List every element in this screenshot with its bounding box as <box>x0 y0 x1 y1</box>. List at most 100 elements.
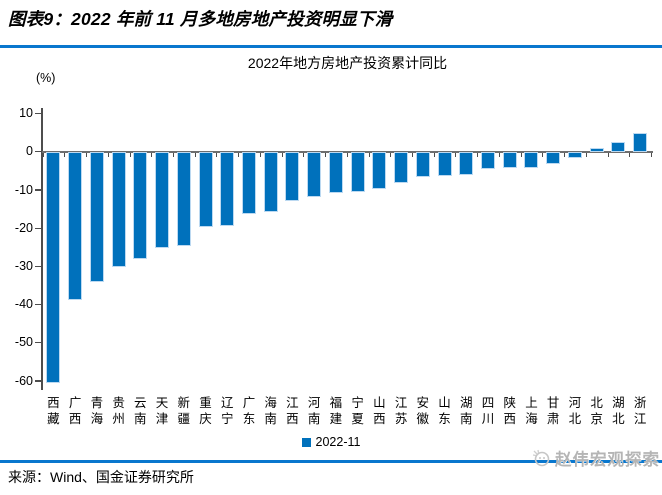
x-tick <box>151 152 153 157</box>
bar <box>176 151 191 246</box>
x-tick-label: 云 南 <box>134 396 147 426</box>
x-tick <box>455 152 457 157</box>
x-tick-label: 宁 夏 <box>351 396 364 426</box>
y-axis-unit-label: (%) <box>36 71 56 85</box>
bar <box>415 151 430 178</box>
legend-label: 2022-11 <box>315 435 361 449</box>
bar <box>155 151 170 248</box>
x-tick-label: 广 西 <box>68 396 82 426</box>
y-tick-label: -60 <box>14 373 33 388</box>
x-tick-label: 海 南 <box>264 396 277 426</box>
y-tick-label: -10 <box>14 182 33 197</box>
y-tick <box>35 227 41 229</box>
x-tick-label: 福 建 <box>329 396 343 426</box>
x-tick-label: 青 海 <box>90 396 104 426</box>
x-tick <box>303 152 305 157</box>
x-tick-label: 山 东 <box>438 396 451 426</box>
chart-title: 2022年地方房地产投资累计同比 <box>247 55 448 71</box>
bar <box>307 151 322 198</box>
y-tick <box>35 189 41 191</box>
x-tick-label: 新 疆 <box>177 396 191 426</box>
bar <box>372 151 387 190</box>
x-tick <box>477 152 479 157</box>
watermark: 赵伟宏观探索 <box>531 446 660 470</box>
bar <box>481 151 495 170</box>
x-tick <box>629 152 631 157</box>
x-tick <box>238 152 240 157</box>
bar <box>111 151 126 268</box>
x-tick <box>86 152 88 157</box>
bar <box>46 151 61 383</box>
x-tick <box>585 152 587 157</box>
x-tick-label: 北 京 <box>590 396 603 426</box>
x-tick <box>498 152 500 157</box>
bar <box>546 151 561 164</box>
y-tick <box>35 304 41 306</box>
x-tick-label: 重 庆 <box>199 396 212 426</box>
x-tick <box>433 152 435 157</box>
x-tick <box>368 152 370 157</box>
x-tick <box>194 152 196 157</box>
x-tick <box>259 152 261 157</box>
bar <box>328 151 343 193</box>
y-axis <box>41 108 43 390</box>
x-tick-label: 四 川 <box>481 396 495 426</box>
bar <box>437 151 452 177</box>
x-tick-label: 浙 江 <box>633 396 647 426</box>
y-tick <box>35 342 41 344</box>
bar <box>633 132 648 152</box>
y-tick <box>35 113 41 115</box>
y-tick-label: 10 <box>19 106 33 121</box>
watermark-logo-icon <box>531 448 551 468</box>
x-tick-label: 湖 南 <box>460 396 473 426</box>
bar <box>350 151 365 192</box>
x-tick <box>281 152 283 157</box>
x-tick-label: 江 苏 <box>394 396 408 426</box>
bar <box>567 151 582 158</box>
x-tick <box>64 152 66 157</box>
y-tick <box>35 265 41 268</box>
legend: 2022-11 <box>0 435 662 449</box>
x-tick <box>390 152 392 157</box>
y-tick-label: 0 <box>26 144 33 159</box>
x-tick-label: 山 西 <box>373 396 386 426</box>
y-tick-label: -20 <box>14 220 33 235</box>
bar <box>394 151 409 184</box>
x-tick-label: 湖 北 <box>612 396 625 426</box>
x-tick-label: 河 北 <box>568 396 582 426</box>
watermark-text: 赵伟宏观探索 <box>555 451 660 469</box>
y-tick-label: -30 <box>14 258 33 273</box>
x-tick-label: 天 津 <box>155 396 169 426</box>
bar <box>589 147 604 152</box>
bar <box>241 151 256 214</box>
x-tick <box>542 152 544 157</box>
bar <box>198 151 213 228</box>
x-tick-label: 安 徽 <box>416 396 430 426</box>
x-tick-label: 陕 西 <box>503 396 516 426</box>
x-tick-label: 甘 肃 <box>546 396 560 426</box>
top-divider <box>0 45 662 48</box>
y-tick <box>35 380 41 382</box>
x-tick <box>651 152 653 157</box>
x-tick-label: 贵 州 <box>112 396 125 426</box>
x-tick-label: 辽 宁 <box>220 396 234 426</box>
x-tick <box>520 152 522 157</box>
x-tick <box>107 152 109 157</box>
source-text: 来源：Wind、国金证券研究所 <box>8 469 194 485</box>
bar <box>68 151 83 300</box>
x-tick <box>172 152 174 157</box>
bar <box>133 151 148 260</box>
x-tick-label: 西 藏 <box>47 396 60 426</box>
bar <box>502 151 517 169</box>
x-tick <box>564 152 566 157</box>
x-axis-line <box>42 150 653 153</box>
bar <box>285 151 300 202</box>
x-tick <box>129 152 131 157</box>
x-tick <box>607 152 609 157</box>
legend-swatch <box>301 437 311 447</box>
y-tick-label: -40 <box>14 297 33 312</box>
x-tick <box>42 152 44 157</box>
bar <box>611 142 626 152</box>
bar <box>524 151 539 168</box>
